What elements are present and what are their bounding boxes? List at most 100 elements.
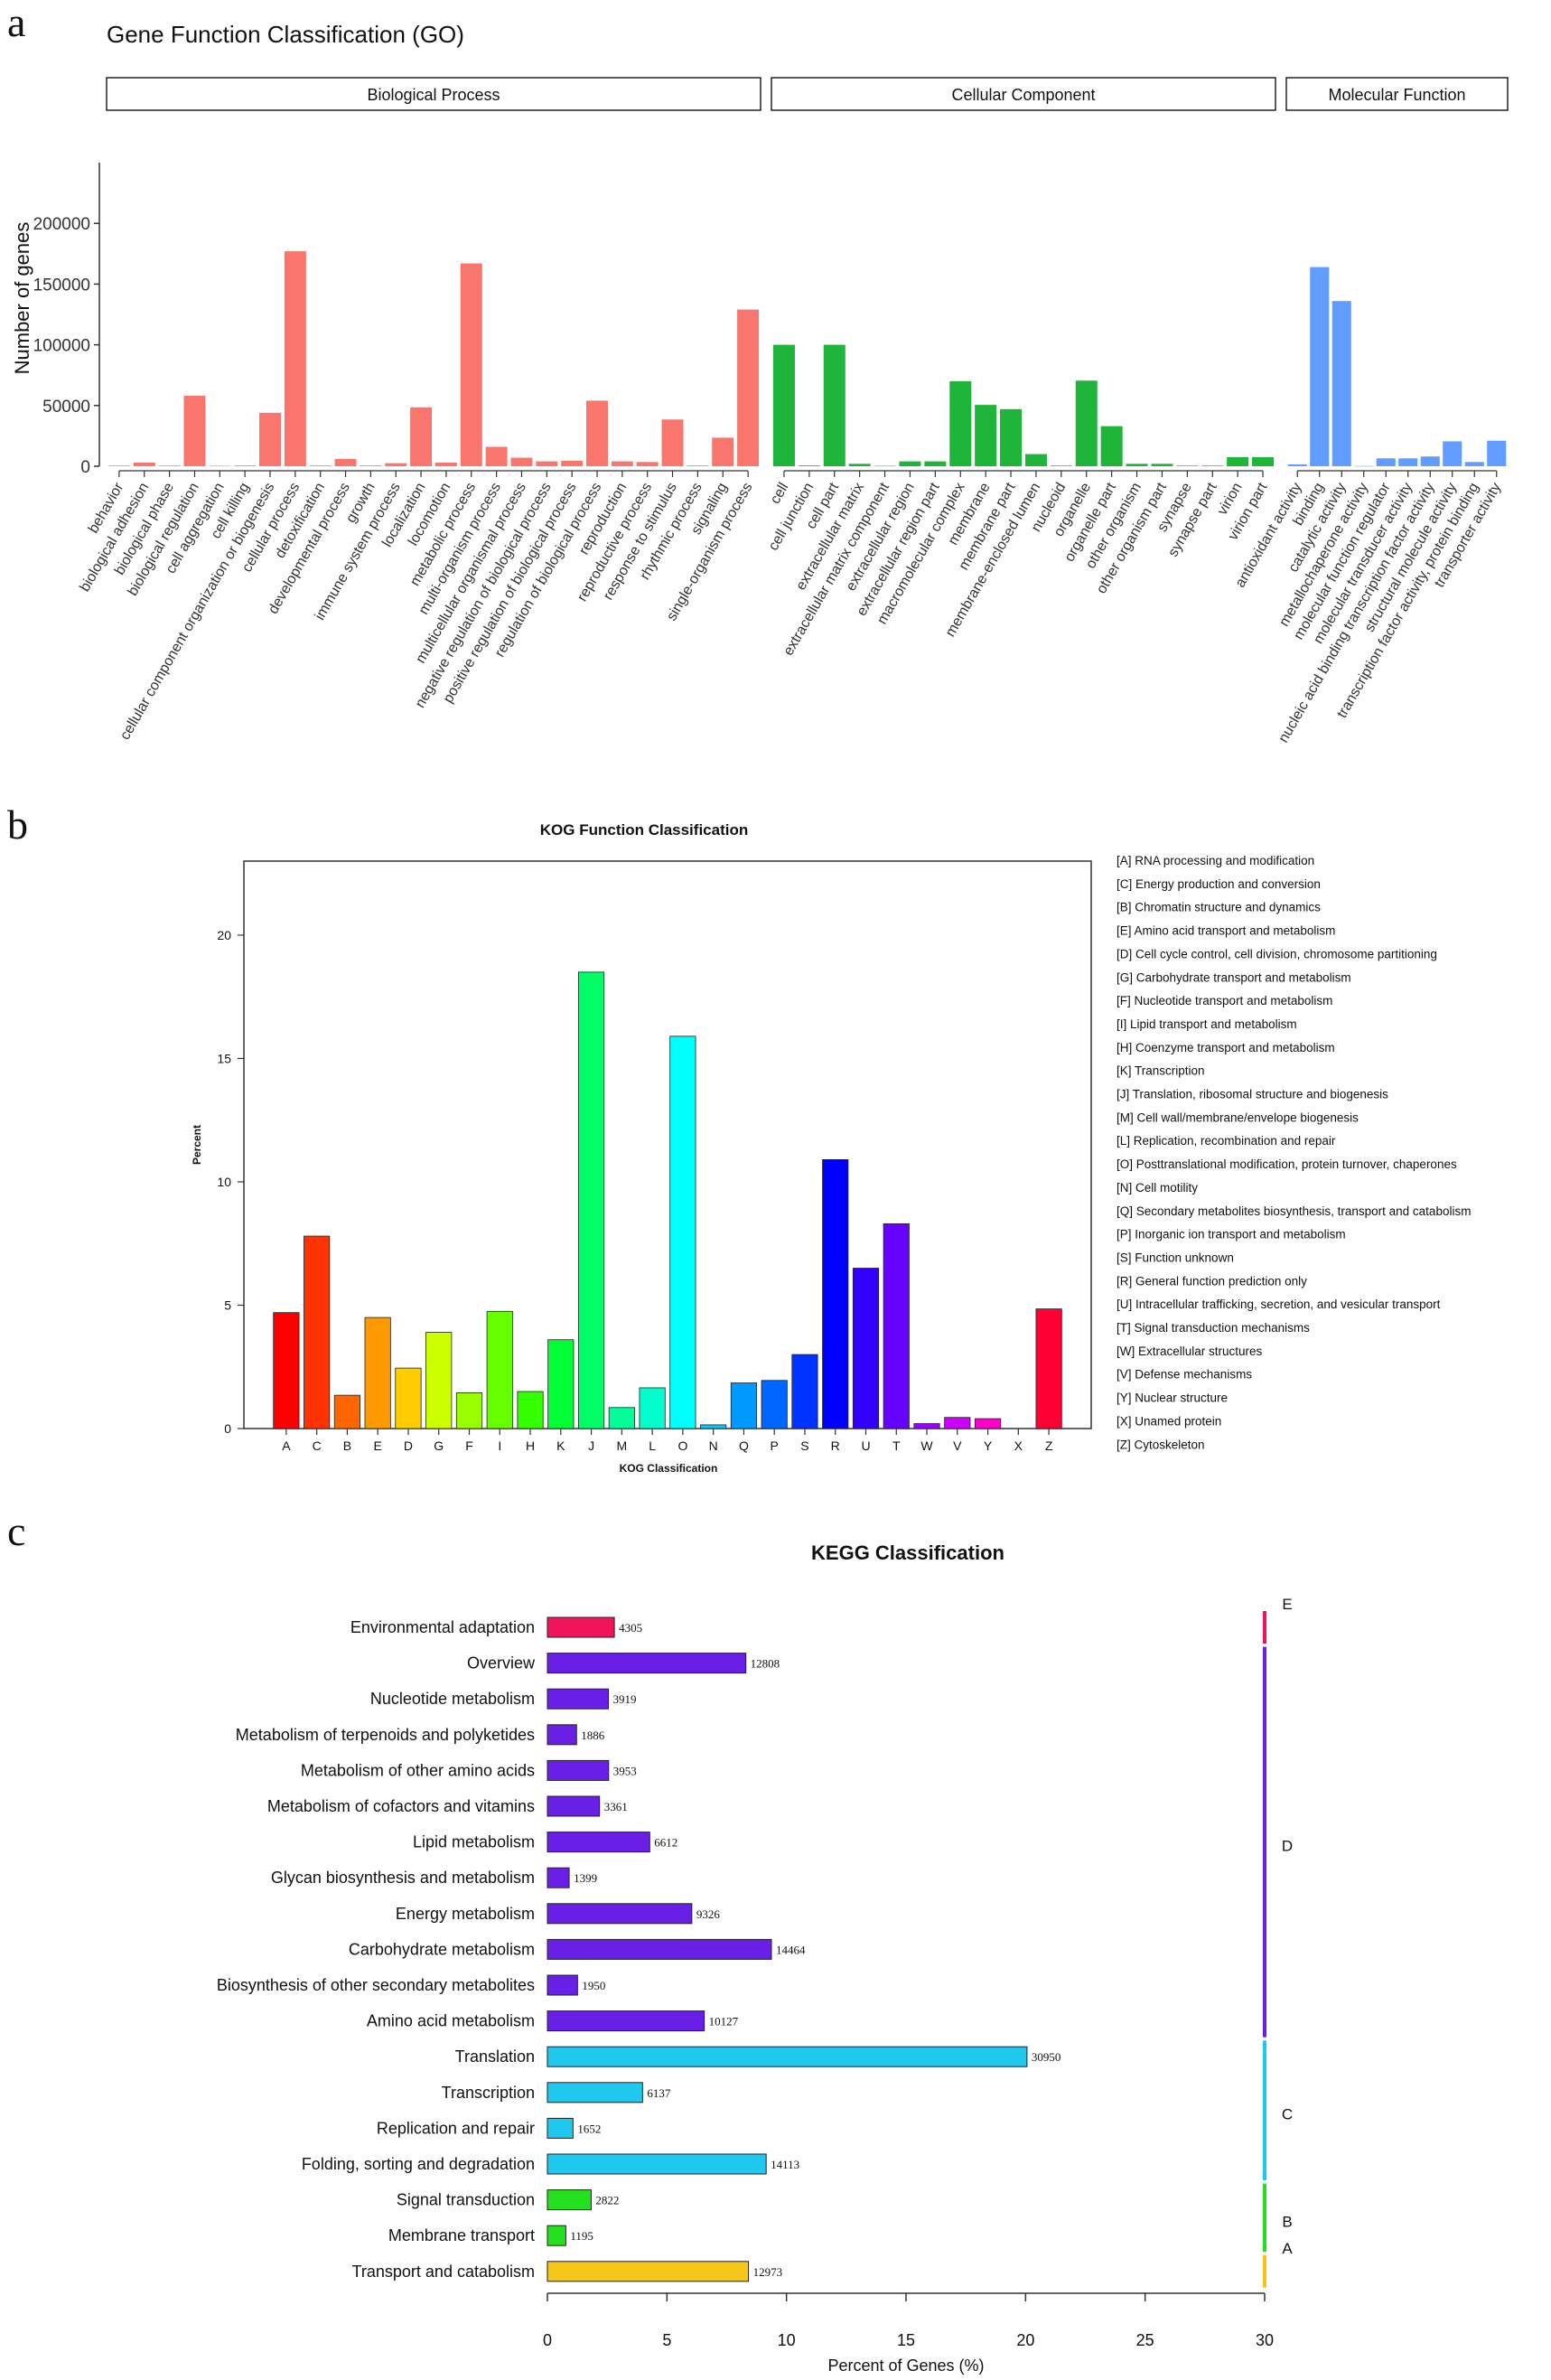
kegg-bar-nucleotide-metabolism bbox=[547, 1688, 609, 1710]
kegg-category-label: Environmental adaptation bbox=[350, 1618, 535, 1636]
kog-bar-m bbox=[608, 1407, 635, 1429]
kog-legend-item: [K] Transcription bbox=[1117, 1064, 1205, 1078]
kog-legend-item: [R] General function prediction only bbox=[1117, 1274, 1307, 1288]
panel-label-c: c bbox=[7, 1508, 25, 1554]
kog-legend-item: [A] RNA processing and modification bbox=[1117, 854, 1314, 867]
kog-y-tick-label: 0 bbox=[224, 1421, 231, 1436]
kog-bar-d bbox=[395, 1367, 422, 1429]
kog-bar-r bbox=[822, 1158, 849, 1429]
kegg-count-label: 1652 bbox=[577, 2122, 601, 2135]
go-strip-label: Biological Process bbox=[367, 86, 500, 104]
kog-x-tick-label: A bbox=[282, 1438, 291, 1453]
go-bar-biological-phase bbox=[158, 465, 181, 466]
go-bar-detoxification bbox=[309, 465, 332, 466]
go-bar-growth bbox=[360, 465, 382, 466]
kegg-x-tick-label: 10 bbox=[778, 2331, 796, 2349]
kog-x-tick-label: M bbox=[617, 1438, 628, 1453]
go-bar-immune-system-process bbox=[385, 463, 407, 466]
kog-x-tick-label: Q bbox=[739, 1438, 749, 1453]
kegg-count-label: 6612 bbox=[654, 1836, 677, 1850]
kog-x-tick-label: B bbox=[343, 1438, 351, 1453]
kegg-bar-amino-acid-metabolism bbox=[547, 2010, 705, 2032]
go-bar-membrane-part bbox=[1000, 408, 1023, 466]
kegg-category-label: Nucleotide metabolism bbox=[370, 1690, 535, 1708]
kog-legend-item: [H] Coenzyme transport and metabolism bbox=[1117, 1041, 1335, 1054]
kog-bar-q bbox=[730, 1382, 758, 1429]
kegg-bar-glycan-biosynthesis-and-metabolism bbox=[547, 1867, 570, 1888]
kegg-group-label: D bbox=[1282, 1838, 1293, 1855]
go-bar-membrane bbox=[975, 405, 997, 466]
kegg-category-label: Amino acid metabolism bbox=[367, 2012, 535, 2030]
go-bar-positive-regulation-of-biological-process bbox=[561, 460, 584, 466]
kegg-bar-translation bbox=[547, 2046, 1028, 2067]
go-bar-cell-junction bbox=[798, 465, 820, 466]
go-bar-multi-organism-process bbox=[485, 446, 508, 466]
kog-bar-j bbox=[577, 971, 605, 1429]
go-bar-cell-aggregation bbox=[209, 465, 231, 467]
kog-x-tick-label: C bbox=[313, 1438, 322, 1453]
go-bar-reproductive-process bbox=[636, 462, 659, 466]
kog-y-tick-label: 20 bbox=[217, 928, 231, 942]
kog-legend-item: [U] Intracellular trafficking, secretion… bbox=[1117, 1298, 1441, 1311]
go-bar-transcription-factor-activity-protein-binding bbox=[1464, 462, 1484, 466]
go-bar-developmental-process bbox=[334, 458, 357, 466]
go-bar-biological-regulation bbox=[183, 396, 206, 466]
kegg-group-label: B bbox=[1282, 2213, 1292, 2230]
go-strip-label: Molecular Function bbox=[1328, 86, 1465, 104]
kegg-category-label: Membrane transport bbox=[388, 2226, 535, 2244]
kog-legend-item: [G] Carbohydrate transport and metabolis… bbox=[1117, 970, 1351, 984]
kog-legend-item: [S] Function unknown bbox=[1117, 1251, 1234, 1264]
kog-bar-s bbox=[791, 1354, 818, 1429]
kegg-bar-transport-and-catabolism bbox=[547, 2261, 750, 2282]
kegg-category-label: Transcription bbox=[442, 2084, 535, 2102]
kegg-x-tick-label: 20 bbox=[1016, 2331, 1034, 2349]
kog-bar-o bbox=[669, 1035, 696, 1429]
kegg-category-label: Metabolism of other amino acids bbox=[301, 1761, 535, 1779]
kog-x-tick-label: Y bbox=[984, 1438, 993, 1453]
go-strip-biological-process bbox=[106, 77, 761, 111]
kegg-chart-title: KEGG Classification bbox=[811, 1541, 1004, 1564]
kog-x-tick-label: W bbox=[920, 1438, 933, 1453]
kog-legend-item: [C] Energy production and conversion bbox=[1117, 877, 1321, 891]
kegg-category-label: Translation bbox=[455, 2047, 535, 2066]
kog-x-axis-title: KOG Classification bbox=[620, 1462, 718, 1475]
kog-legend-item: [L] Replication, recombination and repai… bbox=[1117, 1134, 1336, 1148]
kog-bar-z bbox=[1035, 1308, 1062, 1429]
kog-bars bbox=[273, 971, 1062, 1429]
kog-legend-item: [W] Extracellular structures bbox=[1117, 1345, 1263, 1358]
go-bar-multicellular-organismal-process bbox=[510, 457, 533, 466]
go-bar-localization bbox=[410, 407, 433, 466]
kog-x-tick-label: R bbox=[831, 1438, 840, 1453]
kegg-category-label: Replication and repair bbox=[377, 2119, 535, 2137]
go-bar-extracellular-matrix-component bbox=[874, 465, 896, 467]
kegg-bar-carbohydrate-metabolism bbox=[547, 1938, 772, 1960]
kog-legend-item: [N] Cell motility bbox=[1117, 1181, 1198, 1195]
go-bar-reproduction bbox=[611, 461, 633, 466]
kegg-category-label: Energy metabolism bbox=[396, 1905, 535, 1923]
kog-legend-item: [I] Lipid transport and metabolism bbox=[1117, 1017, 1297, 1031]
go-bar-molecular-transducer-activity bbox=[1398, 458, 1418, 466]
go-chart-title: Gene Function Classification (GO) bbox=[107, 21, 464, 48]
kog-x-tick-label: Z bbox=[1045, 1438, 1053, 1453]
go-bar-organelle bbox=[1075, 380, 1098, 466]
kog-bar-f bbox=[455, 1392, 483, 1429]
go-bar-behavior bbox=[107, 465, 130, 466]
kegg-bar-metabolism-of-cofactors-and-vitamins bbox=[547, 1795, 601, 1817]
go-bar-binding bbox=[1310, 267, 1330, 466]
kog-x-tick-label: N bbox=[709, 1438, 718, 1453]
kegg-category-label: Biosynthesis of other secondary metaboli… bbox=[217, 1976, 535, 1994]
kegg-bar-lipid-metabolism bbox=[547, 1832, 650, 1853]
go-strip-cellular-component bbox=[771, 77, 1276, 111]
kog-x-tick-label: V bbox=[953, 1438, 962, 1453]
go-y-tick-label: 100000 bbox=[33, 337, 90, 356]
go-bar-synapse-part bbox=[1201, 465, 1224, 466]
kog-legend-item: [J] Translation, ribosomal structure and… bbox=[1117, 1088, 1388, 1101]
kog-bar-v bbox=[944, 1417, 971, 1429]
kog-bar-g bbox=[425, 1332, 453, 1429]
kegg-x-tick-label: 0 bbox=[543, 2331, 552, 2349]
kog-legend-item: [B] Chromatin structure and dynamics bbox=[1117, 901, 1321, 914]
kegg-bar-replication-and-repair bbox=[547, 2117, 574, 2139]
panel-label-a: a bbox=[7, 0, 25, 45]
go-bars bbox=[107, 251, 1507, 467]
kegg-count-label: 14464 bbox=[776, 1943, 806, 1956]
